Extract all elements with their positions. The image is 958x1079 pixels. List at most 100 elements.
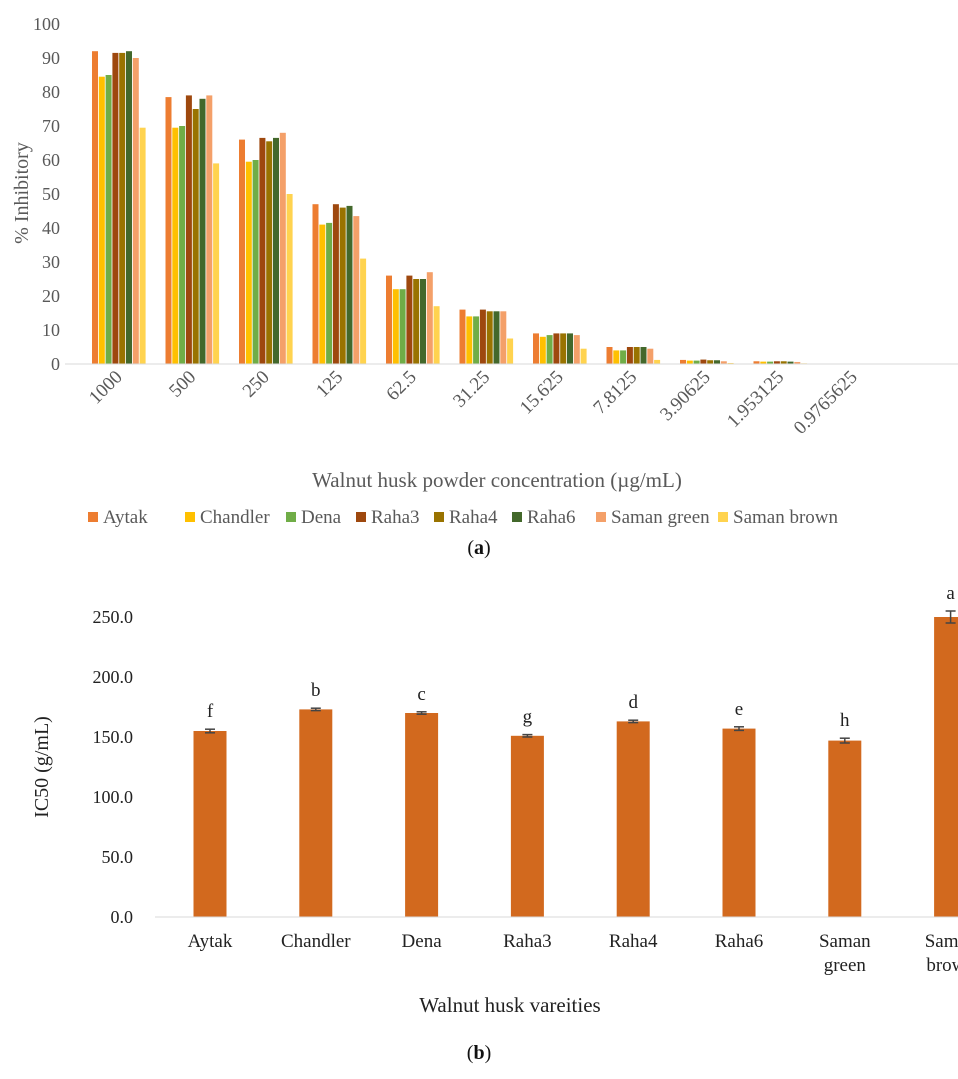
legend-label: Raha4	[449, 507, 498, 528]
bar	[119, 52, 126, 365]
bar	[406, 275, 413, 364]
x-tick-line: Raha4	[609, 931, 658, 952]
x-tick-label: 250	[239, 367, 274, 402]
y-axis-title: % Inhibitory	[11, 142, 33, 244]
bar	[620, 350, 627, 364]
bar	[626, 347, 633, 364]
bar	[693, 360, 700, 364]
x-axis-title: Walnut husk vareities	[419, 993, 600, 1017]
y-tick-label: 150.0	[93, 727, 134, 747]
legend-label: Dena	[301, 507, 342, 528]
legend: Aytak Chandler Dena Raha3 Raha4 Raha6 Saman gr…	[88, 507, 839, 528]
significance-letter: c	[417, 684, 425, 705]
legend-label: Aytak	[103, 507, 148, 528]
bar	[339, 207, 346, 364]
x-tick-label: Raha6	[715, 931, 764, 952]
significance-letter: b	[311, 680, 321, 701]
bar	[279, 132, 286, 364]
x-tick-line: Chandler	[281, 931, 351, 952]
bar	[510, 735, 544, 917]
y-tick-label: 200.0	[93, 667, 134, 687]
bar	[165, 97, 172, 364]
bar	[486, 311, 493, 364]
legend-swatch	[185, 512, 195, 522]
bar	[346, 205, 353, 364]
x-tick-line: Saman	[925, 931, 958, 952]
bar	[466, 316, 473, 364]
x-tick-label: 3.90625	[656, 367, 715, 426]
x-tick-label: 1000	[85, 367, 127, 409]
y-axis: 0 10 20 30 40 50 60 70 80 90 100	[33, 14, 60, 374]
chart-a-inhibition: 0 10 20 30 40 50 60 70 80 90 100 1000 500 250 125 62.5…	[11, 14, 958, 528]
bar	[386, 275, 392, 364]
bar	[722, 728, 756, 917]
y-tick-label: 0	[51, 354, 60, 374]
x-tick-label: Dena	[402, 931, 443, 952]
bar	[92, 51, 98, 364]
bar	[105, 75, 112, 364]
x-tick-label: 125	[312, 367, 347, 402]
bar	[299, 709, 333, 917]
bar-group: f b c g d e h a	[193, 583, 958, 917]
y-tick-label: 20	[42, 286, 60, 306]
bar	[780, 361, 787, 364]
bar	[433, 306, 440, 364]
bar	[413, 279, 420, 364]
bar	[567, 333, 573, 364]
x-tick-label: 62.5	[382, 367, 420, 405]
bar	[319, 224, 326, 364]
bar	[707, 360, 714, 364]
legend-label: Saman green	[611, 507, 710, 528]
y-tick-label: 70	[42, 116, 60, 136]
bar	[420, 279, 426, 364]
y-tick-label: 60	[42, 150, 60, 170]
bar	[753, 361, 760, 364]
x-tick-line: Aytak	[188, 931, 233, 952]
x-tick-label: Raha4	[609, 931, 658, 952]
significance-letter: d	[628, 692, 638, 713]
significance-letter: e	[735, 699, 743, 720]
bar	[727, 362, 734, 364]
legend-label: Raha6	[527, 507, 576, 528]
x-tick-label: 500	[165, 367, 200, 402]
y-axis-title: IC50 (g/mL)	[31, 716, 53, 818]
x-tick-line: Raha6	[715, 931, 764, 952]
bar	[760, 361, 767, 364]
significance-letter: f	[207, 701, 214, 722]
legend-swatch	[596, 512, 606, 522]
bar	[459, 309, 466, 364]
bar	[700, 359, 707, 364]
y-tick-label: 40	[42, 218, 60, 238]
bar	[613, 350, 620, 364]
x-axis-title: Walnut husk powder concentration (µg/mL)	[312, 468, 682, 492]
bar	[479, 309, 486, 364]
x-tick-line: green	[824, 955, 867, 976]
bar	[353, 216, 360, 364]
bar	[132, 58, 139, 364]
bar	[426, 272, 433, 364]
bar	[259, 137, 266, 364]
bar	[654, 359, 661, 364]
legend-label: Saman brown	[733, 507, 839, 528]
x-tick-label: Saman brown	[925, 931, 958, 976]
x-tick-labels: 1000 500 250 125 62.5 31.25 15.625 7.8125 3.9062…	[85, 367, 862, 439]
bar	[546, 335, 553, 364]
bar	[252, 160, 259, 364]
x-tick-label: Saman green	[819, 931, 871, 976]
bar	[193, 731, 227, 917]
panel-label-b: (b)	[466, 1042, 492, 1064]
x-tick-line: Dena	[402, 931, 443, 952]
bar	[139, 127, 146, 364]
significance-letter: h	[840, 710, 850, 731]
x-tick-label: 0.9765625	[790, 367, 862, 439]
y-tick-label: 30	[42, 252, 60, 272]
bar	[720, 361, 727, 364]
x-tick-label: 15.625	[516, 367, 568, 419]
x-tick-label: 31.25	[449, 367, 494, 412]
legend-swatch	[286, 512, 296, 522]
significance-letter: g	[523, 707, 533, 728]
bar	[332, 204, 339, 364]
bar	[633, 347, 640, 364]
bar	[493, 311, 500, 364]
bar	[573, 335, 580, 364]
